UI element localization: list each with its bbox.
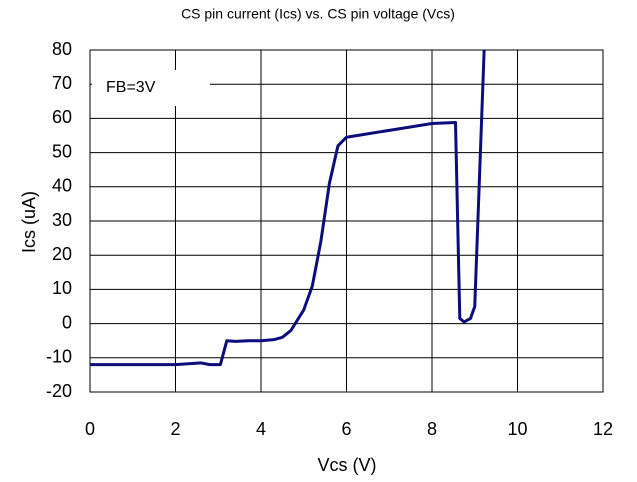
x-tick-label: 0: [85, 419, 95, 439]
y-tick-label: 70: [52, 73, 72, 93]
x-tick-label: 6: [341, 419, 351, 439]
x-tick-label: 10: [507, 419, 527, 439]
chart-title: CS pin current (Ics) vs. CS pin voltage …: [181, 6, 455, 22]
y-tick-label: 0: [62, 312, 72, 332]
y-tick-label: 60: [52, 107, 72, 127]
y-tick-label: 40: [52, 176, 72, 196]
y-tick-label: -20: [46, 381, 72, 401]
x-tick-label: 8: [427, 419, 437, 439]
x-tick-label: 2: [170, 419, 180, 439]
plot-frame: [89, 49, 604, 393]
y-tick-label: 10: [52, 278, 72, 298]
y-tick-label: 50: [52, 141, 72, 161]
y-tick-label: -10: [46, 347, 72, 367]
x-tick-label: 12: [593, 419, 613, 439]
annotation-box: [92, 70, 210, 106]
y-tick-label: 80: [52, 39, 72, 59]
data-line: [90, 50, 486, 367]
y-axis-label: Ics (uA): [19, 191, 39, 253]
y-tick-label: 20: [52, 244, 72, 264]
annotation: FB=3V: [106, 79, 156, 96]
x-axis-label: Vcs (V): [317, 455, 376, 475]
x-tick-label: 4: [256, 419, 266, 439]
y-tick-label: 30: [52, 210, 72, 230]
